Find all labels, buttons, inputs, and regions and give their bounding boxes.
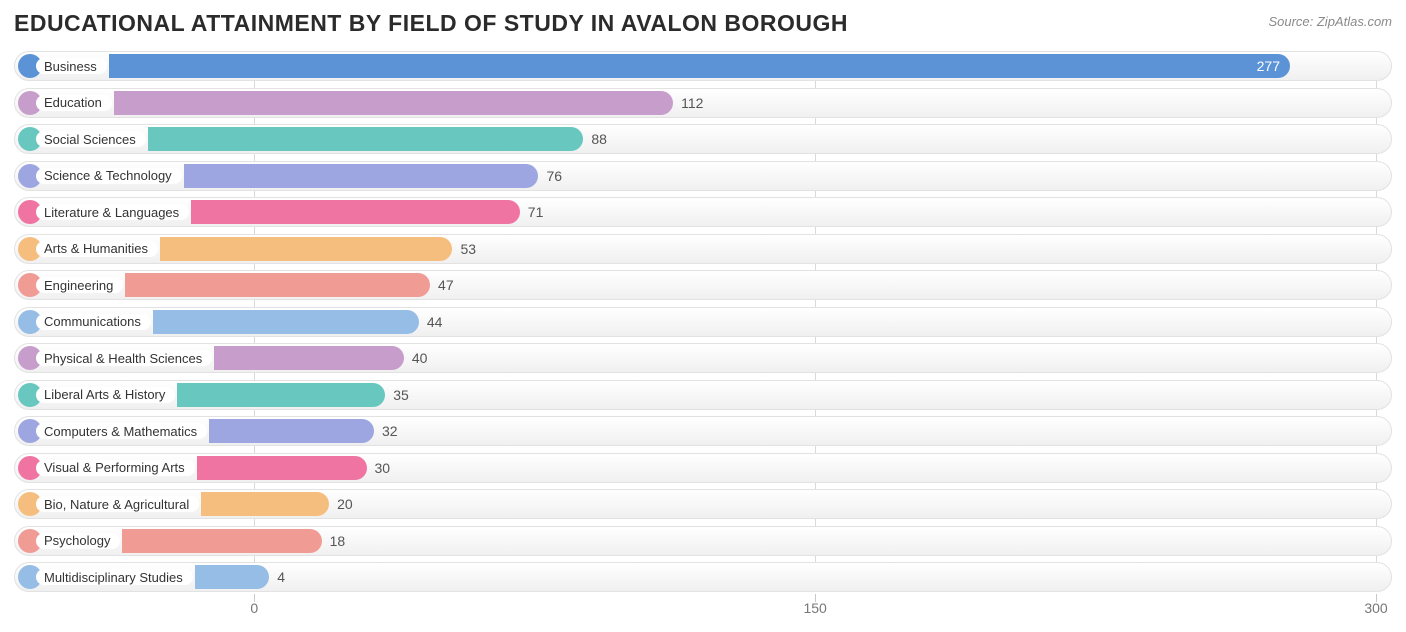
bar-label: Multidisciplinary Studies — [36, 569, 193, 585]
bar-row: Communications 44 — [14, 307, 1392, 337]
label-capsule: Bio, Nature & Agricultural — [18, 492, 42, 516]
bar-value: 47 — [438, 270, 454, 300]
bar — [114, 91, 673, 115]
label-capsule: Literature & Languages — [18, 200, 42, 224]
label-capsule: Multidisciplinary Studies — [18, 565, 42, 589]
bar-label: Arts & Humanities — [36, 241, 158, 257]
bar-row: Computers & Mathematics 32 — [14, 416, 1392, 446]
label-capsule: Psychology — [18, 529, 42, 553]
bar — [160, 237, 452, 261]
bar-value: 53 — [460, 234, 476, 264]
bar-label: Physical & Health Sciences — [36, 350, 212, 366]
bar — [177, 383, 385, 407]
bar — [214, 346, 404, 370]
bar-label: Computers & Mathematics — [36, 423, 207, 439]
bar-value: 40 — [412, 343, 428, 373]
bar-row: Business277 — [14, 51, 1392, 81]
bar-row: Education 112 — [14, 88, 1392, 118]
bar-row: Arts & Humanities 53 — [14, 234, 1392, 264]
label-capsule: Social Sciences — [18, 127, 42, 151]
bar-value: 32 — [382, 416, 398, 446]
bar — [195, 565, 269, 589]
label-capsule: Communications — [18, 310, 42, 334]
x-tick-label: 0 — [250, 600, 258, 616]
bar-row: Science & Technology 76 — [14, 161, 1392, 191]
bar-row: Social Sciences 88 — [14, 124, 1392, 154]
bar-value: 112 — [681, 88, 703, 118]
bar — [148, 127, 583, 151]
bar-label: Visual & Performing Arts — [36, 460, 195, 476]
bar — [122, 529, 322, 553]
x-tick-label: 300 — [1364, 600, 1387, 616]
bar-label: Literature & Languages — [36, 204, 189, 220]
label-capsule: Visual & Performing Arts — [18, 456, 42, 480]
label-capsule: Arts & Humanities — [18, 237, 42, 261]
bar-label: Business — [36, 58, 107, 74]
bar-row: Psychology 18 — [14, 526, 1392, 556]
bar-label: Bio, Nature & Agricultural — [36, 496, 199, 512]
label-capsule: Physical & Health Sciences — [18, 346, 42, 370]
bar-value: 44 — [427, 307, 443, 337]
bar-value: 20 — [337, 489, 353, 519]
x-axis: 0 150 300 — [14, 594, 1392, 618]
bar-value: 4 — [277, 562, 285, 592]
bar-label: Psychology — [36, 533, 120, 549]
bar-row: Multidisciplinary Studies 4 — [14, 562, 1392, 592]
bar — [125, 273, 430, 297]
bar-value: 35 — [393, 380, 409, 410]
bar-label: Social Sciences — [36, 131, 146, 147]
chart-source: Source: ZipAtlas.com — [1268, 14, 1392, 29]
bar-value: 71 — [528, 197, 544, 227]
chart-title: EDUCATIONAL ATTAINMENT BY FIELD OF STUDY… — [14, 10, 848, 37]
bar-label: Education — [36, 95, 112, 111]
bar — [197, 456, 367, 480]
chart-header: EDUCATIONAL ATTAINMENT BY FIELD OF STUDY… — [14, 10, 1392, 37]
bar-value: 30 — [375, 453, 391, 483]
bar — [153, 310, 419, 334]
bar-label: Science & Technology — [36, 168, 182, 184]
bar — [201, 492, 329, 516]
label-capsule: Engineering — [18, 273, 42, 297]
label-capsule: Science & Technology — [18, 164, 42, 188]
bar — [184, 164, 538, 188]
label-capsule: Business — [18, 54, 42, 78]
label-capsule: Computers & Mathematics — [18, 419, 42, 443]
bar-label: Liberal Arts & History — [36, 387, 175, 403]
bar — [209, 419, 374, 443]
bar-row: Visual & Performing Arts 30 — [14, 453, 1392, 483]
label-capsule: Liberal Arts & History — [18, 383, 42, 407]
bar — [191, 200, 520, 224]
bar-row: Physical & Health Sciences 40 — [14, 343, 1392, 373]
chart-container: EDUCATIONAL ATTAINMENT BY FIELD OF STUDY… — [0, 0, 1406, 632]
bar-value: 76 — [546, 161, 562, 191]
bar-row: Bio, Nature & Agricultural 20 — [14, 489, 1392, 519]
bar-value: 88 — [591, 124, 607, 154]
bar-label: Engineering — [36, 277, 123, 293]
label-capsule: Education — [18, 91, 42, 115]
bar-row: Liberal Arts & History 35 — [14, 380, 1392, 410]
x-tick-label: 150 — [803, 600, 826, 616]
bar-value: 277 — [109, 51, 1290, 81]
bar-value: 18 — [330, 526, 346, 556]
chart-plot: Business277Education112Social Sciences88… — [14, 51, 1392, 592]
bar-label: Communications — [36, 314, 151, 330]
bar-row: Literature & Languages 71 — [14, 197, 1392, 227]
bar-row: Engineering 47 — [14, 270, 1392, 300]
